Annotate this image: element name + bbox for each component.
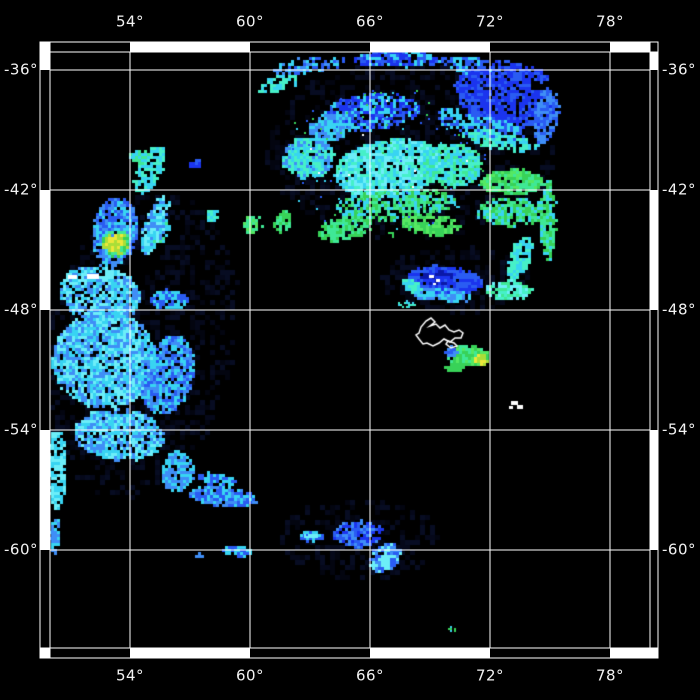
border-corner-square (39, 647, 51, 659)
border-band-segment (650, 550, 658, 648)
border-band-segment (610, 42, 650, 52)
border-band-segment (40, 52, 50, 70)
top-axis-tick-label: 72° (475, 12, 505, 31)
border-corner-square (649, 647, 659, 659)
border-band-segment (40, 190, 50, 310)
border-band-segment (50, 42, 130, 52)
border-band-segment (50, 648, 130, 658)
bottom-axis-tick-label: 66° (355, 666, 385, 685)
bottom-axis-tick-label: 54° (115, 666, 145, 685)
border-band-segment (40, 550, 50, 648)
border-band-segment (610, 648, 650, 658)
border-corner-square (39, 41, 51, 53)
border-band-segment (490, 42, 610, 52)
border-band-segment (370, 648, 490, 658)
left-axis-tick-label: -42° (4, 180, 38, 199)
border-band-segment (650, 70, 658, 190)
border-band-segment (250, 648, 370, 658)
right-axis-tick-label: -42° (662, 180, 696, 199)
left-axis-tick-label: -60° (4, 540, 38, 559)
border-band-segment (40, 430, 50, 550)
border-band-segment (370, 42, 490, 52)
top-axis-tick-label: 54° (115, 12, 145, 31)
right-axis-tick-label: -36° (662, 60, 696, 79)
bottom-axis-tick-label: 60° (235, 666, 265, 685)
border-band-segment (650, 190, 658, 310)
left-axis-tick-label: -54° (4, 420, 38, 439)
border-band-segment (490, 648, 610, 658)
border-band-segment (130, 648, 250, 658)
right-axis-tick-label: -54° (662, 420, 696, 439)
border-band-segment (40, 70, 50, 190)
border-band-segment (650, 310, 658, 430)
bottom-axis-tick-label: 78° (595, 666, 625, 685)
border-band-segment (650, 430, 658, 550)
right-axis-tick-label: -48° (662, 300, 696, 319)
border-corner-square (649, 41, 659, 53)
border-band-segment (130, 42, 250, 52)
bottom-axis-tick-label: 72° (475, 666, 505, 685)
left-axis-tick-label: -48° (4, 300, 38, 319)
border-band-segment (250, 42, 370, 52)
left-axis-tick-label: -36° (4, 60, 38, 79)
top-axis-tick-label: 78° (595, 12, 625, 31)
top-axis-tick-label: 66° (355, 12, 385, 31)
right-axis-tick-label: -60° (662, 540, 696, 559)
border-band-segment (40, 310, 50, 430)
top-axis-tick-label: 60° (235, 12, 265, 31)
border-band-segment (650, 52, 658, 70)
